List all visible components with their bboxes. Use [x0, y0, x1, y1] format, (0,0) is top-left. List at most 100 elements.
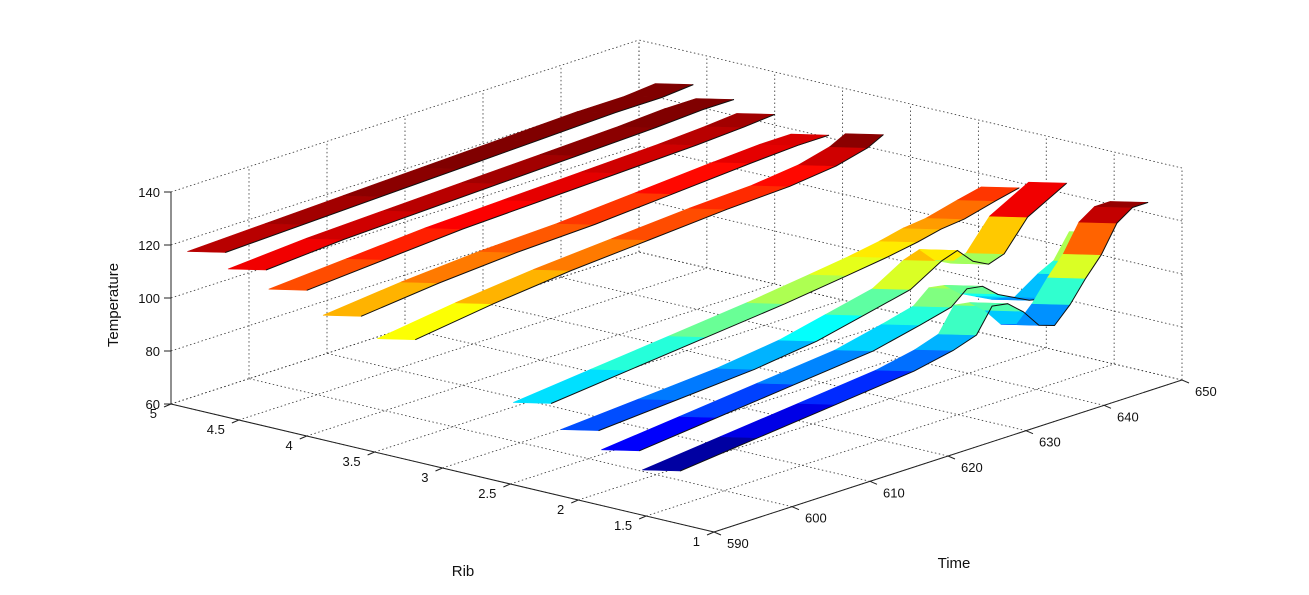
- time-tick-mark: [791, 506, 800, 511]
- time-axis-label: Time: [938, 555, 971, 572]
- surface-sheet: [268, 113, 775, 291]
- surface-patch: [617, 108, 703, 128]
- time-tick-label: 630: [1039, 435, 1061, 450]
- temperature-tick-label: 60: [146, 397, 160, 412]
- surface-contour-line: [598, 182, 1067, 432]
- surface-patch: [668, 302, 786, 338]
- surface-patch: [1094, 201, 1149, 208]
- time-tick-label: 640: [1117, 409, 1139, 424]
- temperature-tick-label: 80: [146, 344, 160, 359]
- surface-patch: [925, 199, 997, 220]
- surface-patch: [797, 146, 869, 167]
- rib-axis-label: Rib: [452, 563, 475, 580]
- surface-patch: [478, 223, 596, 253]
- rib-tick-mark: [571, 499, 579, 504]
- surface-sheet: [560, 181, 1068, 432]
- temperature-axis-label: Temperature: [105, 263, 122, 347]
- rib-tick-mark: [503, 483, 511, 488]
- rib-tick-mark: [638, 515, 647, 520]
- surface-sheets: [187, 83, 1149, 472]
- surface-patch: [577, 96, 663, 113]
- time-tick-mark: [1025, 430, 1034, 435]
- surface-patch: [746, 274, 848, 305]
- surface-patch: [512, 368, 630, 404]
- rib-tick-label: 3: [421, 470, 428, 485]
- rib-tick-label: 5: [150, 406, 157, 421]
- surface-contour-line: [360, 134, 830, 317]
- surface-patch: [623, 83, 694, 98]
- surface-patch: [590, 335, 708, 371]
- surface-patch: [824, 288, 912, 316]
- surface-contour-line: [679, 201, 1149, 472]
- time-tick-mark: [869, 480, 878, 485]
- floor-grid-line: [404, 327, 949, 457]
- surface-patch: [322, 281, 440, 317]
- floor-grid-line: [482, 302, 1027, 432]
- wall-grid-line: [638, 92, 1183, 222]
- rib-tick-label: 1: [693, 534, 700, 549]
- surface-patch: [455, 269, 572, 305]
- rib-tick-mark: [299, 435, 307, 440]
- surface-patch: [377, 302, 494, 341]
- surface-contour-line: [415, 134, 884, 341]
- surface-patch: [268, 258, 385, 291]
- surface-patch: [664, 98, 735, 110]
- wall-grid-line: [638, 251, 1183, 381]
- wall-grid-line: [638, 198, 1183, 328]
- floor-grid-line: [560, 276, 1105, 406]
- surface-contour-line: [306, 113, 775, 291]
- time-tick-label: 650: [1195, 384, 1217, 399]
- rib-tick-mark: [231, 419, 240, 424]
- surface-patch: [611, 207, 728, 241]
- floor-grid-line: [326, 352, 871, 482]
- surface-patch: [834, 323, 922, 352]
- surface-patch: [759, 133, 830, 146]
- surface-patch: [881, 305, 953, 326]
- rib-tick-label: 2: [557, 502, 564, 517]
- surface-patch: [871, 259, 943, 290]
- surface-patch: [658, 125, 744, 146]
- time-tick-label: 610: [883, 485, 905, 500]
- surface-patch: [874, 349, 955, 372]
- temperature-tick-label: 120: [138, 238, 160, 253]
- rib-tick-label: 1.5: [614, 518, 632, 533]
- time-tick-mark: [1181, 379, 1190, 384]
- rib-tick-label: 4.5: [207, 422, 225, 437]
- floor-grid-line: [248, 378, 793, 508]
- time-tick-mark: [947, 455, 956, 460]
- surface-contour-line: [265, 99, 735, 271]
- rib-tick-label: 3.5: [343, 454, 361, 469]
- surface-patch: [965, 215, 1029, 255]
- surface-sheet: [187, 83, 694, 253]
- surface-sheet: [322, 133, 830, 317]
- surface-patch: [634, 161, 752, 195]
- rib-tick-mark: [435, 467, 443, 472]
- surface-patch: [400, 251, 518, 284]
- time-tick-label: 620: [961, 460, 983, 475]
- surface-patch: [712, 143, 799, 164]
- surface-patch: [902, 217, 965, 230]
- surface-sheet: [641, 201, 1149, 472]
- surface-patch: [689, 184, 790, 210]
- surface-patch: [878, 227, 943, 243]
- time-tick-label: 600: [805, 511, 827, 526]
- surface-patch: [1078, 206, 1134, 224]
- surface-contour-line: [550, 187, 1020, 404]
- wall-grid-line: [638, 39, 1183, 169]
- tick-labels: 1 1.5 2 2.5 3 3.5 4 4.5 5 590 600 610 620 630 640 650 60…: [138, 185, 1216, 551]
- temperature-tick-label: 140: [138, 185, 160, 200]
- surface-contour-line: [225, 84, 694, 253]
- time-tick-mark: [1103, 404, 1112, 409]
- surface-sheet: [227, 98, 735, 271]
- surface-patch: [556, 192, 674, 225]
- rib-tick-label: 4: [286, 438, 293, 453]
- temperature-tick-label: 100: [138, 291, 160, 306]
- surface-patch: [828, 133, 885, 149]
- surface-patch: [777, 313, 865, 342]
- surface-patch: [914, 333, 978, 351]
- time-tick-label: 590: [727, 536, 749, 551]
- surface-patch: [809, 256, 887, 276]
- surface-sheet: [377, 133, 885, 341]
